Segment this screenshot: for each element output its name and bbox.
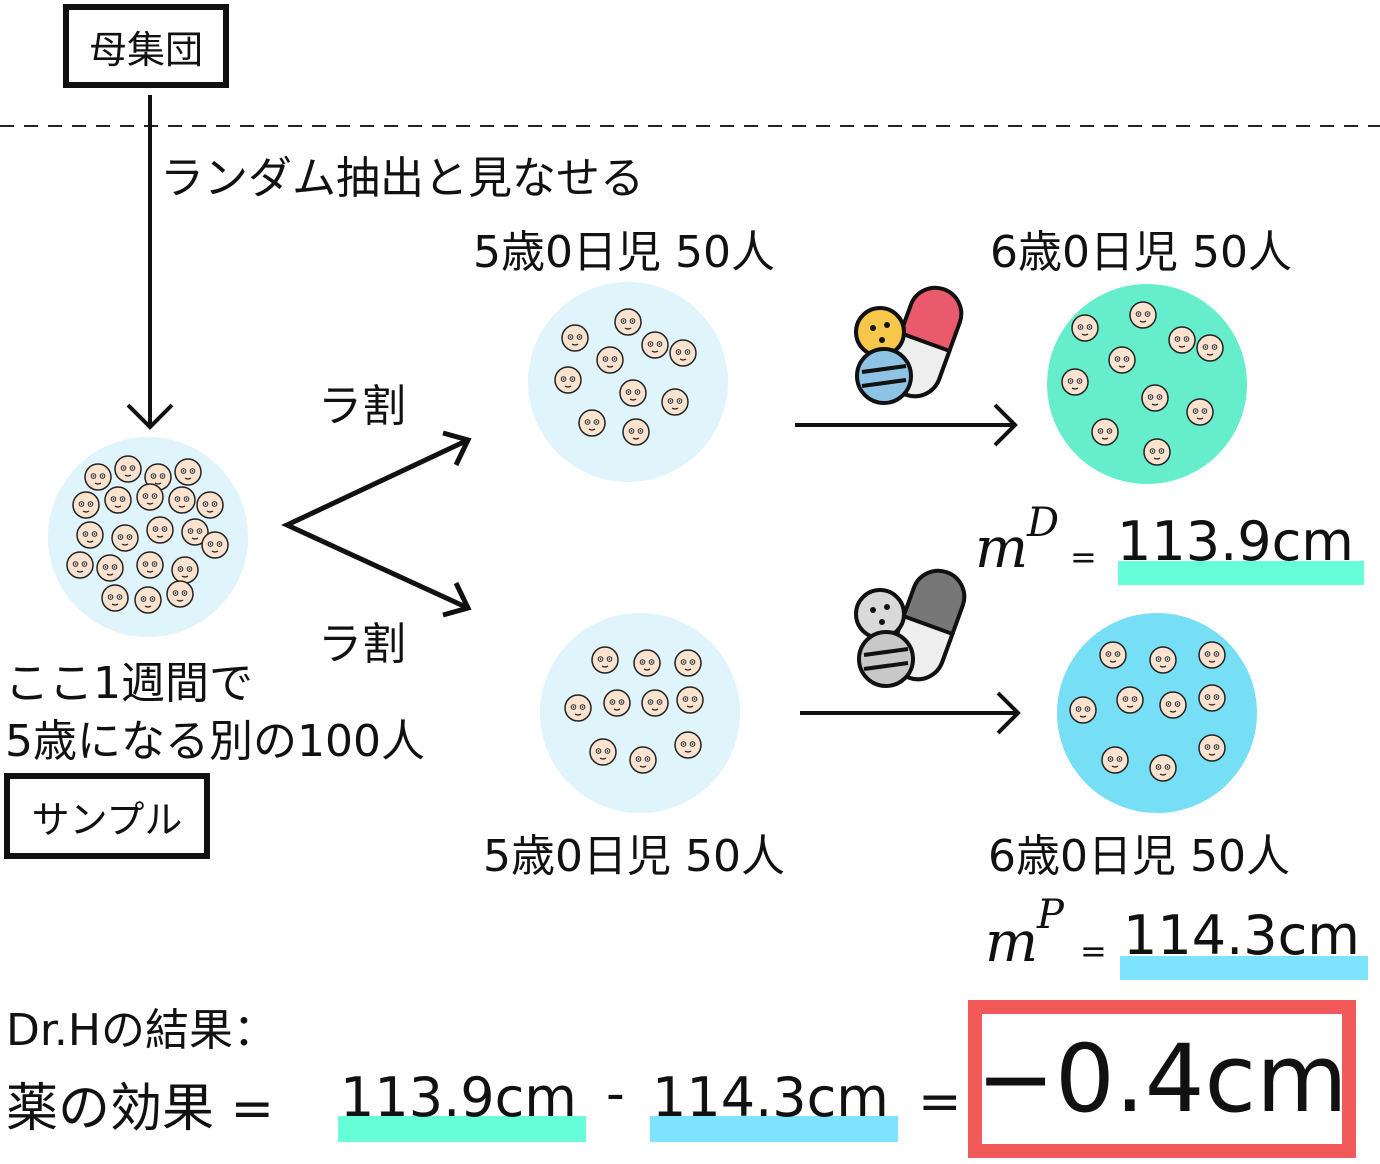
placebo-mean-superscript: P xyxy=(1037,892,1064,938)
random-assign-top-label: ラ割 xyxy=(318,381,406,432)
placebo-mean-highlight xyxy=(1120,956,1368,980)
split-arrow-lines xyxy=(281,437,470,611)
sample-label: サンプル xyxy=(31,797,183,842)
result-equals: = xyxy=(918,1072,962,1132)
sampling-arrow-head xyxy=(126,403,174,430)
group-bottom-after-label: 6歳0日児 50人 xyxy=(988,831,1290,882)
group-top-before-circle xyxy=(528,282,728,482)
sample-circle xyxy=(48,437,248,637)
drug-mean-superscript: D xyxy=(1027,500,1060,546)
random-assign-bottom-label: ラ割 xyxy=(318,619,406,670)
placebo-mean-equals: = xyxy=(1080,932,1107,970)
sample-description-line1: ここ1週間で xyxy=(5,658,253,709)
placebo-mean-value: 114.3cm xyxy=(1123,904,1360,967)
group-top-before-label: 5歳0日児 50人 xyxy=(473,227,775,278)
result-drug-highlight xyxy=(338,1116,586,1142)
sample-description-line2: 5歳になる別の100人 xyxy=(5,716,425,767)
population-box: 母集団 xyxy=(63,4,229,88)
group-top-after-label: 6歳0日児 50人 xyxy=(990,227,1292,278)
population-label: 母集団 xyxy=(88,27,203,72)
group-bottom-before-label: 5歳0日児 50人 xyxy=(483,831,785,882)
result-final-value: −0.4cm xyxy=(976,1024,1348,1134)
result-final-box: −0.4cm xyxy=(968,1000,1356,1158)
drug-arrow-head xyxy=(993,403,1018,447)
placebo-arrow-head xyxy=(996,691,1021,735)
result-heading: Dr.Hの結果： xyxy=(6,1005,278,1056)
group-bottom-before-circle xyxy=(540,613,740,813)
split-arrow-top-head xyxy=(442,430,472,467)
group-top-after-circle xyxy=(1047,284,1247,484)
random-sampling-note: ランダム抽出と見なせる xyxy=(160,153,644,204)
drug-mean-highlight xyxy=(1118,561,1364,585)
split-arrow-bottom-head xyxy=(442,581,472,618)
result-minus: - xyxy=(606,1064,625,1124)
drug-mean-equals: = xyxy=(1070,538,1097,576)
result-placebo-highlight xyxy=(650,1116,898,1142)
sample-box: サンプル xyxy=(4,773,210,859)
placebo-mean-symbol: m xyxy=(985,910,1039,975)
drug-mean-value: 113.9cm xyxy=(1117,510,1354,573)
pill-drug-icon xyxy=(854,285,964,405)
result-drug-value: 113.9cm xyxy=(340,1066,577,1129)
pill-placebo-icon xyxy=(854,568,967,688)
group-bottom-after-circle xyxy=(1057,613,1257,813)
drug-mean-symbol: m xyxy=(975,516,1029,581)
result-label: 薬の効果 = xyxy=(6,1079,275,1139)
result-placebo-value: 114.3cm xyxy=(652,1066,889,1129)
